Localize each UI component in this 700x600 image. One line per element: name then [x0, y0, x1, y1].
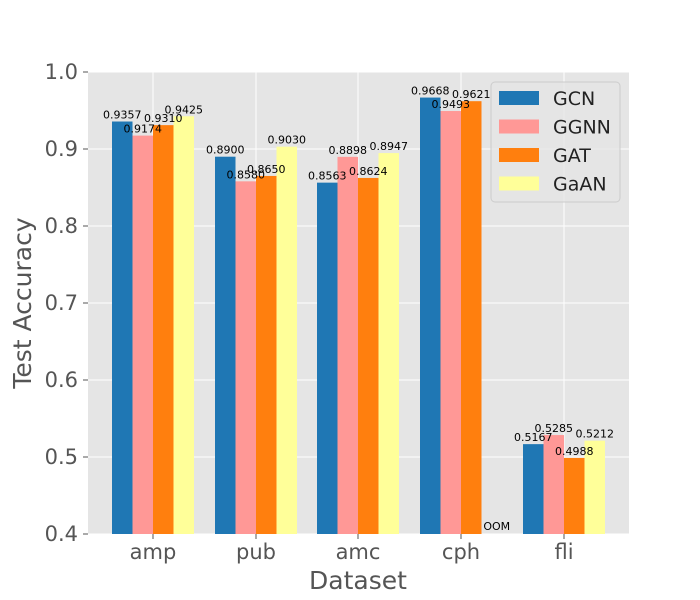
x-tick-label: fli: [554, 540, 573, 564]
bars: [112, 97, 605, 535]
data-label: 0.9030: [268, 134, 307, 147]
y-axis-title: Test Accuracy: [8, 217, 37, 390]
y-tick-label: 0.5: [45, 445, 78, 469]
bar-gaan-amc: [378, 153, 399, 534]
data-label: 0.8898: [329, 144, 368, 157]
x-axis-title: Dataset: [309, 566, 407, 595]
x-tick-label: amc: [336, 540, 381, 564]
y-tick-label: 0.7: [45, 291, 78, 315]
legend-frame: [490, 81, 621, 203]
data-label: 0.5167: [514, 431, 553, 444]
legend-label-gcn: GCN: [553, 88, 595, 110]
bar-gcn-cph: [420, 97, 441, 535]
data-label: 0.9425: [165, 103, 204, 116]
data-label: 0.9621: [452, 88, 491, 101]
y-tick-label: 0.4: [45, 522, 78, 546]
data-label: 0.8900: [206, 144, 245, 157]
bar-gat-fli: [564, 457, 585, 534]
x-tick-label: amp: [130, 540, 177, 564]
bar-gcn-pub: [215, 156, 236, 534]
y-tick-label: 1.0: [45, 60, 78, 84]
bar-gat-pub: [256, 175, 277, 534]
bar-gaan-pub: [276, 146, 297, 534]
data-label: 0.8563: [308, 170, 347, 183]
data-label: 0.9310: [144, 112, 183, 125]
data-labels: 0.9357 0.8900 0.8563 0.9668 0.5167 0.9174 0.85…: [103, 85, 614, 533]
data-label: 0.9668: [411, 85, 450, 98]
bar-gaan-amp: [173, 116, 194, 535]
bar-gcn-amp: [112, 121, 133, 535]
y-tick-label: 0.9: [45, 137, 78, 161]
y-axis-ticks: 0.4 0.5 0.6 0.7 0.8 0.9 1.0: [45, 60, 88, 546]
y-tick-label: 0.6: [45, 368, 78, 392]
data-label-oom: OOM: [483, 520, 510, 533]
bar-ggnn-amc: [337, 156, 358, 534]
bar-ggnn-fli: [543, 435, 564, 534]
x-axis-ticks: amp pub amc cph fli: [130, 534, 574, 564]
data-label: 0.8580: [227, 168, 266, 181]
data-label: 0.8650: [247, 163, 286, 176]
bar-gat-amc: [358, 177, 379, 534]
bar-ggnn-cph: [440, 111, 461, 534]
data-label: 0.9174: [124, 123, 163, 136]
legend-swatch-gcn: [499, 91, 539, 105]
legend-swatch-ggnn: [499, 119, 539, 134]
legend: GCN GGNN GAT GaAN: [490, 81, 621, 203]
bar-ggnn-amp: [132, 135, 153, 535]
bar-gat-amp: [153, 125, 174, 534]
data-label: 0.5285: [535, 422, 574, 435]
bar-gcn-fli: [523, 444, 544, 534]
bar-ggnn-pub: [235, 181, 256, 534]
data-label: 0.8624: [349, 165, 388, 178]
legend-swatch-gaan: [499, 176, 539, 191]
legend-label-gat: GAT: [553, 145, 591, 167]
bar-gcn-amc: [317, 182, 338, 535]
x-tick-label: cph: [442, 540, 480, 564]
legend-label-gaan: GaAN: [553, 174, 607, 196]
bar-gaan-fli: [584, 440, 605, 534]
data-label: 0.8947: [370, 140, 409, 153]
data-label: 0.5212: [576, 428, 615, 441]
legend-label-ggnn: GGNN: [553, 117, 611, 139]
data-label: 0.4988: [555, 445, 594, 458]
legend-swatch-gat: [499, 148, 539, 162]
y-tick-label: 0.8: [45, 214, 78, 238]
bar-gat-cph: [461, 101, 482, 535]
x-tick-label: pub: [236, 540, 276, 564]
data-label: 0.9357: [103, 109, 142, 122]
data-label: 0.9493: [432, 98, 471, 111]
